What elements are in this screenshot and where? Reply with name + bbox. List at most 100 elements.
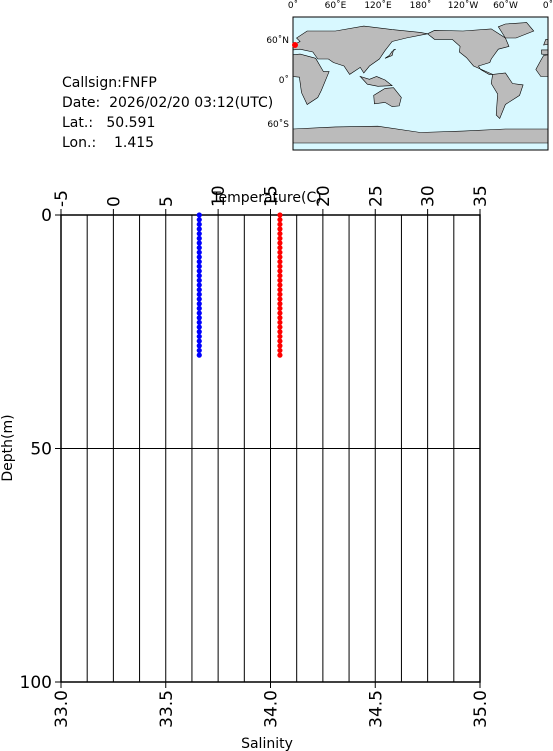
latitude: Lat.: 50.591 xyxy=(62,115,155,131)
data-point xyxy=(196,296,202,302)
data-point xyxy=(196,254,202,260)
data-point xyxy=(277,305,283,311)
data-point xyxy=(277,212,283,218)
data-point xyxy=(277,226,283,232)
data-point xyxy=(196,305,202,311)
map-labels: 0˚ 60˚E 120˚E 180˚ 120˚W 60˚W 0˚ 60˚N 0˚ 60˚S xyxy=(266,0,553,130)
map-lon-label: 0˚ xyxy=(288,0,298,11)
data-point xyxy=(277,263,283,269)
data-point xyxy=(196,226,202,232)
data-point xyxy=(196,333,202,340)
map-lat-label: 60˚N xyxy=(266,35,289,46)
data-point xyxy=(196,329,202,335)
map-land xyxy=(293,23,548,143)
x2-tick-label: 5 xyxy=(157,196,177,207)
data-point xyxy=(196,343,202,349)
data-point xyxy=(196,282,202,288)
data-point xyxy=(277,333,283,340)
data-point xyxy=(277,217,283,223)
x-tick-label: 34.0 xyxy=(262,690,282,728)
data-point xyxy=(196,287,202,293)
date: Date: 2026/02/20 03:12(UTC) xyxy=(62,95,273,111)
x-tick-label: 33.0 xyxy=(52,690,72,728)
data-point xyxy=(277,319,283,326)
x2-tick-label: -5 xyxy=(52,190,72,207)
data-point xyxy=(277,282,283,288)
y-tick-label: 100 xyxy=(20,673,52,693)
y-tick-label: 0 xyxy=(41,206,52,226)
x-tick-label: 35.0 xyxy=(471,690,491,728)
data-point xyxy=(277,277,283,283)
map-lon-label: 180˚ xyxy=(410,0,432,11)
data-point xyxy=(196,217,202,223)
data-point xyxy=(196,338,202,344)
data-point xyxy=(196,268,202,274)
data-point xyxy=(277,259,283,265)
map-lat-label: 60˚S xyxy=(267,119,289,130)
data-point xyxy=(196,240,202,246)
data-point xyxy=(196,249,202,255)
data-point xyxy=(196,245,202,251)
data-point xyxy=(277,249,283,255)
map-lon-label: 60˚E xyxy=(325,0,347,11)
data-point xyxy=(196,277,202,283)
data-point xyxy=(196,221,202,227)
longitude: Lon.: 1.415 xyxy=(62,135,154,151)
data-point xyxy=(277,287,283,293)
data-point xyxy=(277,235,283,241)
x2-axis-label: Temperature(C) xyxy=(211,190,321,206)
data-point xyxy=(196,212,202,218)
callsign: Callsign:FNFP xyxy=(62,75,157,91)
data-point xyxy=(277,338,283,344)
data-point xyxy=(277,240,283,246)
data-point xyxy=(196,301,202,307)
data-point xyxy=(277,324,283,330)
data-point xyxy=(196,273,202,279)
data-point xyxy=(277,254,283,260)
x2-tick-label: 35 xyxy=(471,185,491,207)
data-point xyxy=(196,319,202,326)
data-point xyxy=(277,301,283,307)
y-axis-label: Depth(m) xyxy=(0,414,16,481)
data-point xyxy=(196,263,202,269)
map-frame xyxy=(292,16,549,151)
map-lon-label: 60˚W xyxy=(493,0,518,11)
x2-tick-label: 15 xyxy=(262,185,282,207)
y-tick-label: 50 xyxy=(30,440,52,460)
data-point xyxy=(277,268,283,274)
x2-tick-label: 10 xyxy=(209,185,229,207)
map-lon-label: 120˚W xyxy=(448,0,479,11)
data-point xyxy=(277,291,283,297)
x2-tick-label: 0 xyxy=(104,196,124,207)
data-point xyxy=(196,324,202,330)
data-point xyxy=(277,343,283,349)
data-point xyxy=(196,235,202,241)
data-point xyxy=(196,347,202,354)
x-tick-label: 34.5 xyxy=(366,690,386,728)
plot-frame xyxy=(60,214,481,683)
data-point xyxy=(277,347,283,354)
data-point xyxy=(277,310,283,316)
map-lon-label: 0˚ xyxy=(543,0,553,11)
data-point xyxy=(277,245,283,251)
data-point xyxy=(277,221,283,227)
data-point xyxy=(277,273,283,279)
x2-tick-label: 20 xyxy=(314,185,334,207)
map-lon-label: 120˚E xyxy=(364,0,392,11)
x2-tick-label: 25 xyxy=(366,185,386,207)
data-point xyxy=(277,231,283,237)
data-point xyxy=(277,352,283,358)
data-point xyxy=(277,296,283,302)
data-point xyxy=(277,329,283,335)
data-point xyxy=(196,315,202,321)
x2-tick-label: 30 xyxy=(419,185,439,207)
data-point xyxy=(277,315,283,321)
data-point xyxy=(196,291,202,297)
data-point xyxy=(196,310,202,316)
map-lat-label: 0˚ xyxy=(279,75,289,86)
data-point xyxy=(196,352,202,358)
x-tick-label: 33.5 xyxy=(157,690,177,728)
